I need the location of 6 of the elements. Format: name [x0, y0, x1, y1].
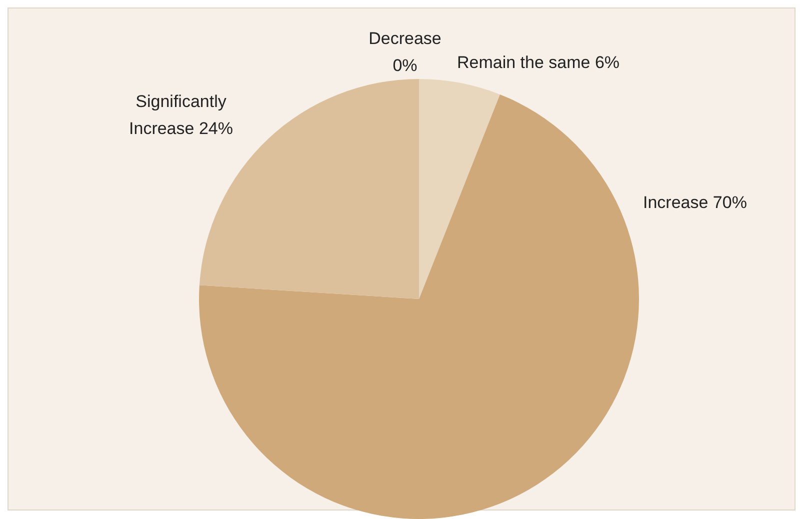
text: 0% — [392, 56, 418, 75]
slice-label: Significantly Increase 24% — [129, 92, 233, 138]
slice-label: Remain the same 6% — [457, 53, 620, 72]
pie-slice — [419, 79, 500, 299]
slice-label: Increase 70% — [643, 193, 747, 212]
category-label: Decrease — [368, 29, 442, 48]
